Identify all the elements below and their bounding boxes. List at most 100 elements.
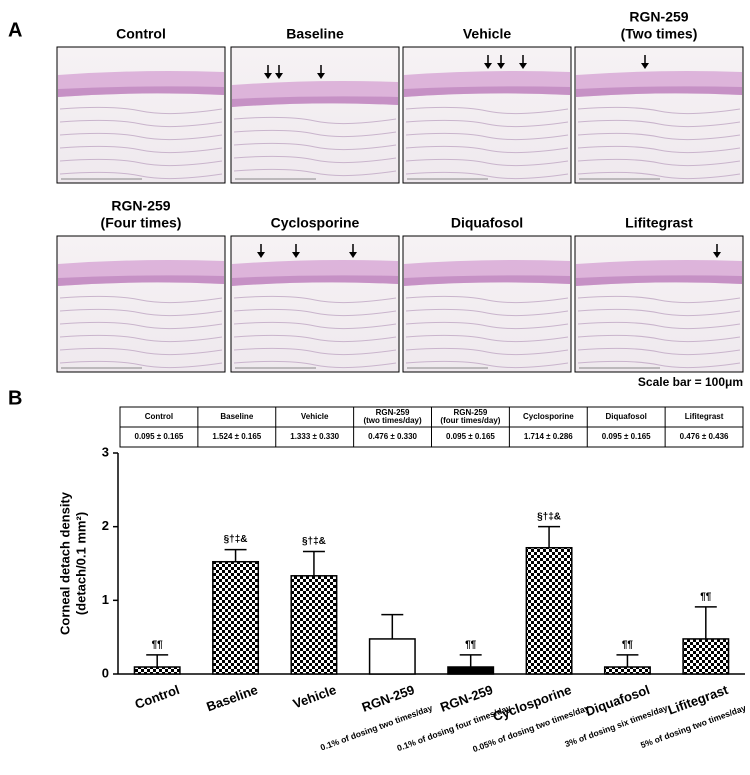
table-cell: 0.476 ± 0.330 <box>368 432 417 441</box>
stroma-fiber <box>405 171 569 180</box>
bar <box>682 638 730 675</box>
stroma-fiber <box>405 334 569 343</box>
image-background <box>230 235 400 373</box>
significance-label: ¶¶ <box>152 639 164 650</box>
significance-label: ¶¶ <box>700 591 712 602</box>
image-background <box>230 46 400 184</box>
histology-image <box>230 235 400 373</box>
panel-title: Diquafosol <box>451 215 523 231</box>
error-bar <box>381 613 404 639</box>
stroma-fiber <box>405 158 569 167</box>
table-cell: 0.476 ± 0.436 <box>680 432 729 441</box>
table-cell: 1.714 ± 0.286 <box>524 432 573 441</box>
image-background <box>402 235 572 373</box>
histology-image <box>56 46 226 184</box>
stroma-fiber <box>233 142 397 151</box>
arrow-head <box>275 73 283 79</box>
table-cell: 0.095 ± 0.165 <box>135 432 184 441</box>
stroma-fiber <box>59 334 223 343</box>
stroma-fiber <box>405 321 569 330</box>
scale-bar-label: Scale bar = 100μm <box>638 375 743 389</box>
panel-title: RGN-259 <box>629 9 688 25</box>
stroma-fiber <box>405 106 569 115</box>
stroma-fiber <box>59 295 223 304</box>
epithelium-basal <box>404 275 570 286</box>
arrow-head <box>257 252 265 258</box>
y-axis-label: Corneal detach density <box>57 491 72 635</box>
stroma-fiber <box>577 360 741 369</box>
table-header: Cyclosporine <box>523 412 574 421</box>
table-header: Baseline <box>220 412 253 421</box>
x-tick-label: Vehicle <box>291 682 338 711</box>
arrow-head <box>317 73 325 79</box>
panel-title: RGN-259 <box>111 198 170 214</box>
image-background <box>574 235 744 373</box>
stroma-fiber <box>405 295 569 304</box>
table-header: Vehicle <box>301 412 329 421</box>
x-tick-label: Control <box>133 682 182 712</box>
stroma-fiber <box>405 132 569 141</box>
error-bar <box>694 606 717 639</box>
y-tick-label: 1 <box>102 592 109 607</box>
y-tick-label: 0 <box>102 665 109 680</box>
stroma-fiber <box>405 145 569 154</box>
histology-image <box>56 235 226 373</box>
bar <box>525 546 573 675</box>
stroma-fiber <box>59 119 223 128</box>
arrow-head <box>264 73 272 79</box>
stroma-fiber <box>59 132 223 141</box>
y-axis-label: (detach/0.1 mm²) <box>73 512 88 615</box>
table-header: RGN-259 (four times/day) <box>440 408 500 425</box>
arrow-head <box>713 252 721 258</box>
x-tick-label: Baseline <box>204 682 259 714</box>
stroma-fiber <box>577 145 741 154</box>
stroma-fiber <box>59 106 223 115</box>
panel-title: Control <box>116 26 166 42</box>
bar <box>603 666 651 675</box>
table-header: Control <box>145 412 173 421</box>
arrow-head <box>349 252 357 258</box>
histology-image <box>574 46 744 184</box>
epithelium-basal <box>58 86 224 97</box>
image-background <box>56 46 226 184</box>
error-bar <box>538 525 561 548</box>
stroma-fiber <box>59 347 223 356</box>
arrow-head <box>519 63 527 69</box>
arrow-head <box>292 252 300 258</box>
image-background <box>402 46 572 184</box>
y-tick-label: 3 <box>102 444 109 459</box>
image-background <box>56 235 226 373</box>
stroma-fiber <box>577 158 741 167</box>
table-cell: 0.095 ± 0.165 <box>602 432 651 441</box>
arrow-head <box>497 63 505 69</box>
stroma-fiber <box>59 360 223 369</box>
epithelium-basal <box>232 96 398 107</box>
histology-image <box>402 235 572 373</box>
significance-label: ¶¶ <box>465 639 477 650</box>
significance-label: §†‡& <box>537 511 561 522</box>
stroma-fiber <box>233 308 397 317</box>
epithelium-basal <box>576 86 742 97</box>
stroma-fiber <box>405 119 569 128</box>
stroma-fiber <box>59 321 223 330</box>
image-background <box>574 46 744 184</box>
stroma-fiber <box>577 347 741 356</box>
significance-label: §†‡& <box>302 536 326 547</box>
stroma-fiber <box>233 116 397 125</box>
stroma-fiber <box>233 295 397 304</box>
error-bar <box>146 654 169 668</box>
bar <box>212 560 260 675</box>
bar <box>368 638 416 675</box>
stroma-fiber <box>405 347 569 356</box>
stroma-fiber <box>577 334 741 343</box>
panel-label: B <box>8 387 22 409</box>
y-tick-label: 2 <box>102 518 109 533</box>
epithelium-basal <box>232 275 398 286</box>
stroma-fiber <box>577 171 741 180</box>
stroma-fiber <box>233 168 397 177</box>
stroma-fiber <box>233 360 397 369</box>
bar <box>133 666 181 675</box>
table-cell: 1.524 ± 0.165 <box>212 432 261 441</box>
significance-label: §†‡& <box>224 534 248 545</box>
error-bar <box>224 548 247 562</box>
